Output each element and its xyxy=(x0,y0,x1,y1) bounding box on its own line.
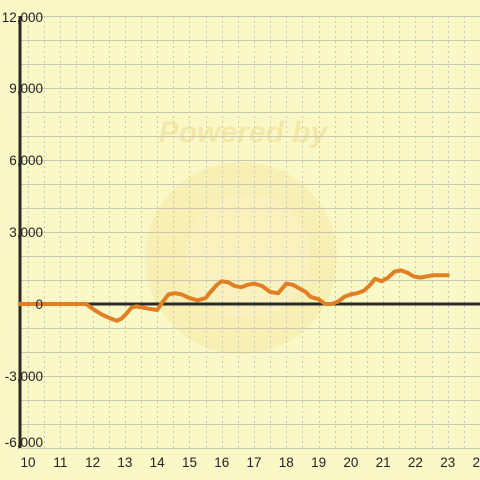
x-tick-label: 12 xyxy=(85,455,100,470)
x-tick-label: 20 xyxy=(343,455,358,470)
x-tick-label: 22 xyxy=(408,455,423,470)
axes xyxy=(18,16,480,448)
x-tick-label: 14 xyxy=(150,455,166,470)
x-tick-label: 13 xyxy=(117,455,132,470)
x-tick-label: 17 xyxy=(247,455,262,470)
series-line xyxy=(18,268,450,323)
y-tick-label: 6,000 xyxy=(9,153,43,168)
x-tick-label: 21 xyxy=(376,455,391,470)
series-layer xyxy=(18,268,450,323)
watermark-text: Powered by xyxy=(159,116,329,149)
y-tick-label: 12,000 xyxy=(2,10,43,25)
grid xyxy=(20,16,480,449)
y-tick-label: 0 xyxy=(35,297,43,312)
x-tick-label: 11 xyxy=(53,455,67,470)
x-tick-label: 18 xyxy=(279,455,294,470)
x-axis-ticks: 10 11 12 13 14 15 16 17 18 19 20 21 22 23 24 xyxy=(21,455,480,470)
x-tick-label: 10 xyxy=(21,455,36,470)
y-tick-label: 9,000 xyxy=(9,81,43,96)
y-tick-label: 3,000 xyxy=(9,225,43,240)
y-axis-ticks: -6,000 -3,000 0 3,000 6,000 9,000 12,000 xyxy=(2,10,43,450)
x-tick-label: 15 xyxy=(182,455,197,470)
y-tick-label: -6,000 xyxy=(5,435,43,450)
x-tick-label: 19 xyxy=(311,455,326,470)
x-tick-label: 23 xyxy=(440,455,455,470)
x-tick-label: 24 xyxy=(472,455,480,470)
y-tick-label: -3,000 xyxy=(5,369,43,384)
x-tick-label: 16 xyxy=(214,455,229,470)
